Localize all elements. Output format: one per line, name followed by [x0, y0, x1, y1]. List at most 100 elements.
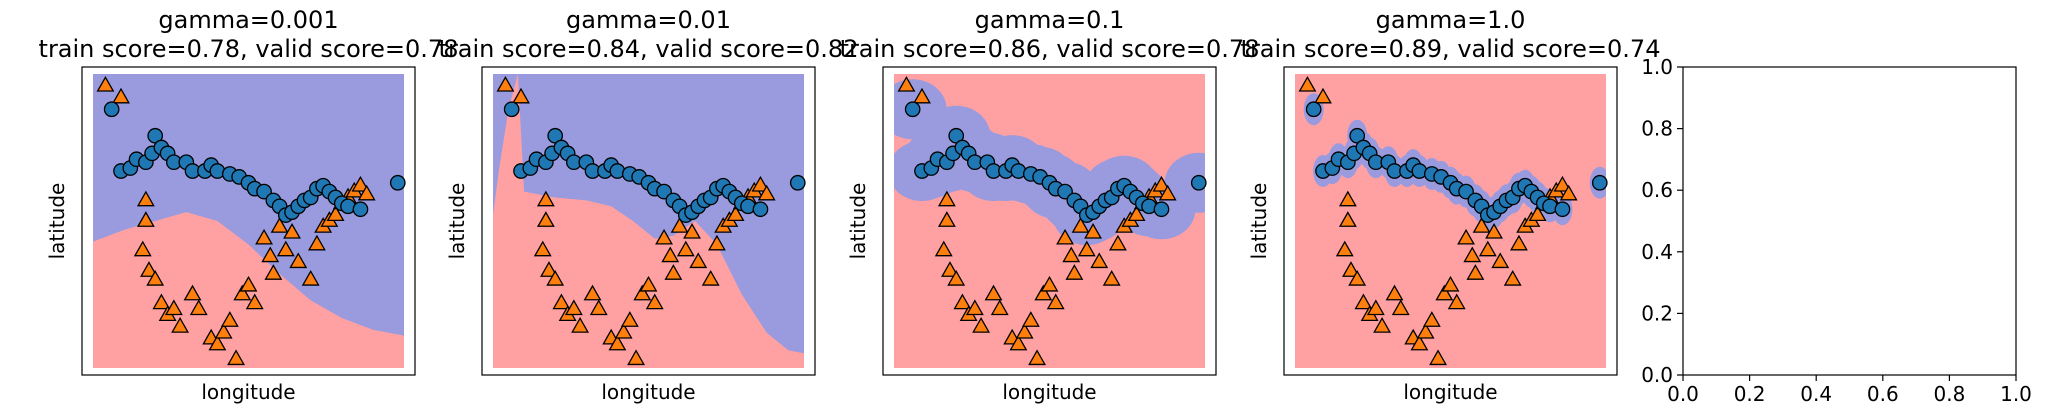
y-tick-label: 0.0: [1641, 363, 1673, 387]
subplot-5: 0.0 0.2 0.4 0.6 0.8 1.0 0.0 0.2 0.4 0.6 0.8 1.0: [1641, 55, 2032, 406]
x-tick-label: 0.2: [1734, 382, 1766, 406]
class-1-point: [661, 246, 680, 263]
class-1-point: [264, 264, 283, 280]
class-1-point: [1338, 190, 1357, 207]
class-1-point: [270, 217, 289, 233]
class-1-point: [589, 299, 608, 316]
class-1-point: [357, 184, 376, 201]
class-1-point: [146, 269, 165, 286]
class-1-point: [183, 284, 202, 301]
class-1-point: [540, 261, 558, 277]
class-1-point: [1509, 234, 1528, 251]
class-1-point: [608, 334, 627, 351]
x-tick-label: 1.0: [2000, 382, 2032, 406]
subplot-subtitle: train score=0.89, valid score=0.74: [1241, 35, 1661, 63]
class-1-point: [208, 334, 227, 351]
subplot-subtitle: train score=0.78, valid score=0.78: [39, 35, 459, 63]
decision-regions: [93, 74, 404, 368]
class-1-point: [1410, 334, 1429, 351]
decision-regions: [894, 74, 1205, 368]
class-1-point: [1127, 205, 1146, 222]
class-1-point: [1084, 222, 1102, 239]
class-0-point: [1554, 201, 1571, 218]
class-1-point: [1102, 269, 1121, 286]
y-tick-label: 1.0: [1641, 55, 1673, 79]
class-1-point: [707, 234, 726, 251]
class-1-point: [1391, 299, 1410, 316]
class-1-point: [1485, 222, 1503, 239]
class-1-point: [326, 205, 345, 222]
class-1-point: [1108, 234, 1127, 251]
subplot-title: gamma=0.001: [158, 6, 338, 34]
class-1-point: [639, 275, 658, 292]
class-1-point: [536, 211, 555, 227]
class-1-point: [1528, 205, 1547, 222]
class-0-point: [1305, 101, 1322, 118]
class-1-point: [683, 222, 701, 239]
subplot-subtitle: train score=0.86, valid score=0.78: [840, 35, 1260, 63]
x-tick-label: 0.8: [1933, 382, 1965, 406]
class-0-point: [1190, 174, 1207, 191]
class-1-point: [689, 252, 708, 269]
class-0-point: [1153, 201, 1170, 218]
y-axis-label: latitude: [445, 183, 469, 260]
class-1-point: [1062, 246, 1081, 263]
class-1-point: [1385, 284, 1404, 301]
class-1-point: [757, 184, 776, 201]
y-axis-label: latitude: [1247, 183, 1271, 260]
class-1-point: [913, 87, 931, 104]
class-1-point: [1559, 184, 1578, 201]
class-1-point: [897, 75, 916, 92]
class-1-point: [583, 284, 602, 301]
class-0-point: [352, 201, 369, 218]
class-0-point: [1591, 174, 1608, 191]
class-1-point: [220, 311, 239, 327]
class-1-point: [937, 211, 956, 227]
class-0-point: [103, 101, 120, 118]
x-axis-label: longitude: [601, 380, 695, 404]
class-1-point: [1071, 217, 1090, 233]
class-1-point: [1090, 252, 1109, 269]
class-1-point: [533, 240, 552, 257]
class-0-point: [752, 201, 769, 218]
x-axis-label: longitude: [201, 380, 295, 404]
class-1-point: [133, 240, 152, 257]
class-1-point: [136, 211, 155, 227]
class-1-point: [1503, 269, 1522, 286]
subplot-title: gamma=0.01: [566, 6, 731, 34]
subplot-title: gamma=0.1: [975, 6, 1125, 34]
class-1-point: [1366, 299, 1385, 316]
class-1-point: [1429, 349, 1447, 366]
class-1-point: [189, 299, 208, 316]
axes-frame: [1682, 66, 2017, 376]
y-axis-label: latitude: [846, 183, 870, 260]
class-1-point: [1441, 275, 1460, 292]
class-1-point: [1298, 75, 1317, 92]
x-tick-label: 0.6: [1867, 382, 1899, 406]
class-1-point: [496, 75, 515, 92]
subplot-subtitle: train score=0.84, valid score=0.82: [439, 35, 859, 63]
class-1-point: [953, 293, 972, 310]
class-1-point: [1373, 317, 1392, 333]
class-1-point: [1015, 322, 1034, 339]
class-1-point: [1348, 269, 1367, 286]
class-0-point: [904, 101, 921, 118]
class-1-point: [1342, 261, 1360, 277]
class-1-point: [1435, 284, 1454, 301]
class-1-point: [546, 269, 565, 286]
class-1-point: [701, 269, 720, 286]
class-1-point: [307, 234, 326, 251]
class-1-point: [937, 190, 956, 207]
class-1-point: [1463, 246, 1482, 263]
class-1-point: [1354, 293, 1373, 310]
class-0-region: [93, 74, 404, 336]
class-1-point: [614, 322, 633, 339]
class-1-point: [620, 311, 639, 327]
axes-frame: [81, 66, 416, 376]
class-1-point: [1447, 293, 1466, 310]
class-1-point: [255, 228, 273, 245]
x-axis-label: longitude: [1403, 380, 1497, 404]
